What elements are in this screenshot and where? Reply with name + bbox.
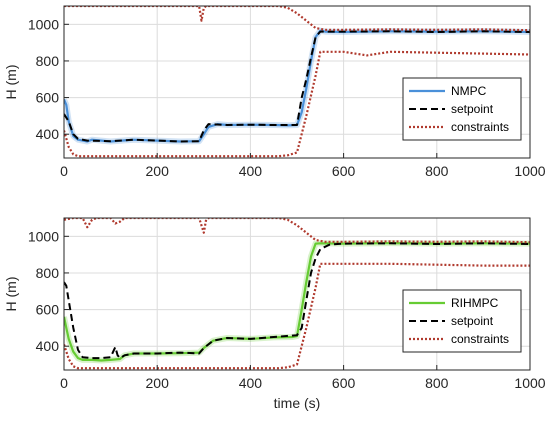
y-tick-label: 600 [36, 90, 60, 106]
y-axis-label: H (m) [3, 277, 19, 312]
series-line-constraint [64, 262, 530, 370]
y-tick-label: 800 [36, 265, 60, 281]
y-tick-label: 1000 [28, 16, 59, 32]
legend: NMPC setpoint constraints [402, 77, 522, 141]
x-tick-label: 1000 [514, 163, 545, 179]
axes-box [63, 217, 531, 371]
legend-label: constraints [451, 120, 509, 134]
series-line-constraint [64, 50, 530, 158]
x-tick-label: 200 [146, 375, 170, 391]
x-tick-label: 600 [332, 163, 356, 179]
y-axis-label: H (m) [3, 65, 19, 100]
series-line-constraint [64, 6, 530, 32]
x-tick-label: 1000 [514, 375, 545, 391]
y-tick-label: 1000 [28, 228, 59, 244]
x-tick-label: 0 [60, 375, 68, 391]
x-axis-label: time (s) [274, 395, 321, 411]
bottom-chart-panel: 0 200 400 600 800 1000 400 600 800 1000 H (m) time … [3, 217, 546, 411]
legend-label: constraints [451, 332, 509, 346]
legend-label: setpoint [451, 314, 494, 328]
legend-label: setpoint [451, 102, 494, 116]
series-line-setpoint [64, 30, 530, 143]
x-tick-label: 600 [332, 375, 356, 391]
x-tick-label: 800 [425, 163, 449, 179]
y-tick-label: 800 [36, 53, 60, 69]
legend-label: NMPC [451, 84, 487, 98]
y-tick-label: 600 [36, 302, 60, 318]
legend-label: RIHMPC [451, 296, 499, 310]
x-tick-label: 400 [239, 375, 263, 391]
x-tick-label: 800 [425, 375, 449, 391]
legend: RIHMPC setpoint constraints [402, 289, 522, 353]
x-tick-label: 0 [60, 163, 68, 179]
y-tick-label: 400 [36, 126, 60, 142]
series-group [64, 6, 530, 158]
y-tick-label: 400 [36, 338, 60, 354]
series-line-setpoint [64, 242, 530, 360]
x-tick-label: 400 [239, 163, 263, 179]
top-chart-panel: 0 200 400 600 800 1000 400 600 800 1000 H (m) NMPC s… [3, 5, 546, 179]
x-tick-label: 200 [146, 163, 170, 179]
axes-box [63, 5, 531, 159]
